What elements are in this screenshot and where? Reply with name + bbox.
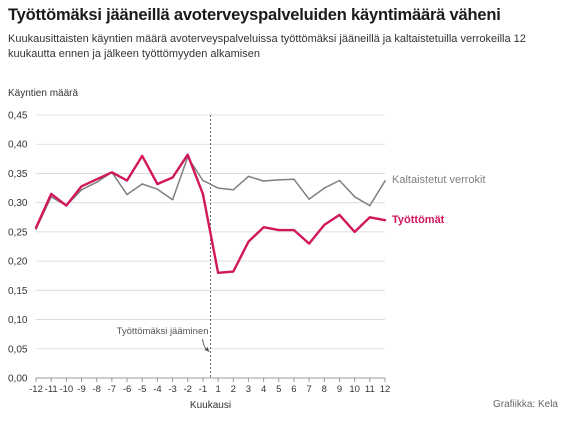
x-tick-label: 2	[231, 384, 236, 395]
data-point-unemployed	[95, 178, 98, 181]
data-point-unemployed	[156, 183, 159, 185]
data-point-unemployed	[262, 226, 265, 229]
annotation-label: Työttömäksi jääminen	[117, 326, 209, 337]
data-point-unemployed	[126, 179, 128, 182]
data-point-unemployed	[171, 176, 174, 179]
x-tick-label: 9	[337, 384, 342, 395]
x-tick-label: -9	[77, 384, 85, 395]
data-point-controls	[95, 181, 98, 184]
data-point-unemployed	[80, 185, 83, 188]
data-point-unemployed	[50, 193, 52, 195]
data-point-controls	[384, 180, 386, 182]
x-tick-label: 1	[215, 384, 220, 395]
data-point-controls	[323, 187, 326, 189]
graphic-credit: Grafiikka: Kela	[492, 399, 558, 410]
series-label-unemployed: Työttömät	[392, 214, 445, 226]
x-tick-label: 10	[349, 384, 360, 395]
x-tick-label: -8	[92, 384, 100, 395]
data-point-controls	[293, 178, 295, 181]
data-point-unemployed	[247, 241, 250, 243]
series-line-unemployed	[34, 153, 387, 274]
y-tick-label: 0,25	[8, 227, 28, 238]
data-point-controls	[277, 179, 280, 181]
y-tick-label: 0,05	[8, 344, 28, 355]
data-point-controls	[141, 183, 144, 185]
data-point-unemployed	[217, 272, 219, 274]
data-point-unemployed	[277, 229, 280, 231]
x-tick-label: 12	[380, 384, 391, 395]
x-axis-title: Kuukausi	[190, 400, 231, 411]
y-tick-label: 0,00	[8, 374, 28, 385]
x-tick-label: -1	[199, 384, 207, 395]
y-tick-label: 0,15	[8, 286, 28, 297]
series-label-controls: Kaltaistetut verrokit	[392, 174, 486, 186]
x-tick-label: 8	[322, 384, 327, 395]
data-point-controls	[80, 189, 83, 191]
chart-subtitle: Kuukausittaisten käyntien määrä avoterve…	[8, 33, 526, 60]
x-tick-label: -5	[138, 384, 146, 395]
y-tick-label: 0,10	[8, 315, 28, 326]
data-point-controls	[232, 189, 235, 191]
x-tick-label: -7	[108, 384, 116, 395]
y-axis-label: Käyntien määrä	[8, 88, 79, 99]
data-point-controls	[126, 193, 128, 196]
data-point-controls	[247, 175, 250, 178]
x-tick-label: 4	[261, 384, 266, 395]
x-tick-label: 5	[276, 384, 281, 395]
data-point-controls	[308, 198, 310, 200]
chart-title: Työttömäksi jääneillä avoterveyspalvelui…	[8, 6, 501, 24]
x-tick-label: -11	[45, 384, 58, 395]
data-point-controls	[353, 196, 356, 198]
y-tick-label: 0,35	[8, 169, 28, 180]
x-tick-label: 7	[306, 384, 311, 395]
x-tick-label: -3	[168, 384, 176, 395]
data-point-unemployed	[141, 155, 144, 157]
data-point-unemployed	[384, 219, 386, 221]
x-tick-label: -10	[59, 384, 73, 395]
x-tick-label: 11	[365, 384, 375, 395]
y-tick-label: 0,40	[8, 140, 28, 151]
data-point-unemployed	[35, 226, 37, 229]
x-tick-label: 6	[291, 384, 296, 395]
data-point-unemployed	[293, 229, 295, 231]
x-tick-label: -6	[123, 384, 131, 395]
data-point-unemployed	[323, 224, 326, 226]
data-point-unemployed	[308, 242, 310, 245]
data-point-unemployed	[65, 204, 68, 207]
data-point-unemployed	[202, 193, 204, 195]
data-point-unemployed	[186, 153, 189, 156]
data-point-unemployed	[353, 231, 356, 233]
y-tick-label: 0,30	[8, 198, 28, 209]
data-point-unemployed	[232, 270, 235, 273]
y-tick-label: 0,20	[8, 257, 28, 268]
x-tick-label: -2	[184, 384, 192, 395]
data-point-controls	[338, 179, 341, 182]
x-tick-label: -4	[153, 384, 161, 395]
x-tick-label: -12	[29, 384, 43, 395]
data-point-unemployed	[111, 171, 113, 174]
data-point-controls	[217, 187, 219, 189]
data-point-unemployed	[338, 214, 341, 216]
data-point-controls	[171, 198, 174, 201]
data-point-controls	[156, 188, 159, 191]
x-tick-label: 3	[246, 384, 251, 395]
data-point-controls	[202, 179, 204, 182]
data-point-controls	[262, 180, 265, 182]
annotation-arrowhead	[204, 347, 210, 352]
data-point-unemployed	[369, 216, 371, 219]
data-point-controls	[369, 204, 371, 207]
series-line-controls	[35, 156, 386, 230]
y-tick-label: 0,45	[8, 111, 28, 122]
